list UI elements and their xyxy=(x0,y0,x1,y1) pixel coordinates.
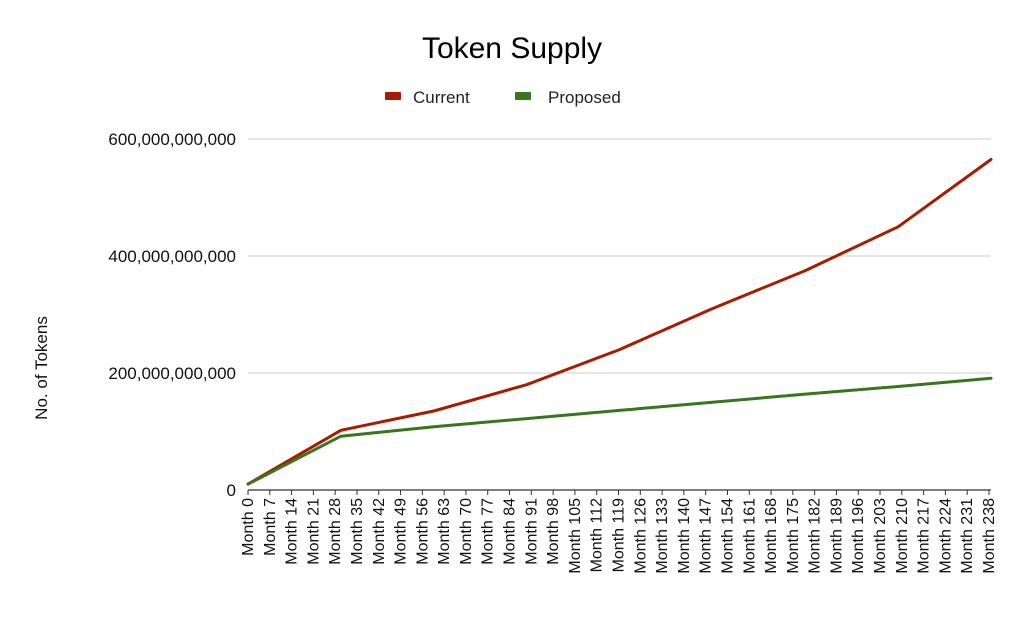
x-tick-label: Month 217 xyxy=(916,498,933,574)
x-tick-label: Month 168 xyxy=(763,498,780,574)
legend-swatch-proposed xyxy=(515,92,531,100)
x-tick-label: Month 182 xyxy=(807,498,824,574)
legend-swatch-current xyxy=(385,92,401,100)
x-tick-label: Month 105 xyxy=(567,498,584,574)
y-tick-label: 600,000,000,000 xyxy=(108,130,236,149)
x-tick-label: Month 238 xyxy=(981,498,998,574)
x-tick-label: Month 224 xyxy=(937,498,954,574)
x-tick-label: Month 7 xyxy=(262,498,279,556)
y-axis-label: No. of Tokens xyxy=(32,316,51,420)
y-axis-ticks: 0 200,000,000,000 400,000,000,000 600,000,0… xyxy=(108,130,236,500)
x-tick-label: Month 56 xyxy=(414,498,431,565)
x-tick-label: Month 77 xyxy=(480,498,497,565)
x-tick-label: Month 35 xyxy=(349,498,366,565)
x-tick-label: Month 63 xyxy=(436,498,453,565)
x-tick-label: Month 161 xyxy=(741,498,758,574)
legend: Current Proposed xyxy=(385,88,621,107)
series-lines xyxy=(246,158,993,486)
y-tick-label: 400,000,000,000 xyxy=(108,247,236,266)
x-tick-label: Month 98 xyxy=(545,498,562,565)
y-tick-label: 0 xyxy=(227,481,236,500)
x-tick-label: Month 140 xyxy=(676,498,693,574)
x-tick-label: Month 28 xyxy=(327,498,344,565)
x-tick-label: Month 175 xyxy=(785,498,802,574)
x-tick-label: Month 70 xyxy=(458,498,475,565)
x-tick-label: Month 154 xyxy=(719,498,736,574)
x-tick-label: Month 231 xyxy=(959,498,976,574)
legend-label-current: Current xyxy=(413,88,470,107)
y-tick-label: 200,000,000,000 xyxy=(108,364,236,383)
x-tick-label: Month 126 xyxy=(632,498,649,574)
x-tick-label: Month 42 xyxy=(371,498,388,565)
x-tick-label: Month 119 xyxy=(611,498,628,573)
x-tick-label: Month 49 xyxy=(393,498,410,565)
x-tick-label: Month 0 xyxy=(240,498,257,556)
x-tick-label: Month 84 xyxy=(502,498,519,565)
x-tick-label: Month 112 xyxy=(589,498,606,573)
x-tick-label: Month 133 xyxy=(654,498,671,574)
chart-title: Token Supply xyxy=(422,32,602,65)
legend-label-proposed: Proposed xyxy=(548,88,621,107)
x-tick-label: Month 14 xyxy=(284,498,301,565)
series-line-proposed xyxy=(246,376,993,486)
x-axis: Month 0 Month 7 Month 14 Month 21 Month 28 Mo… xyxy=(240,489,998,574)
gridlines xyxy=(248,138,991,374)
x-tick-label: Month 189 xyxy=(828,498,845,574)
x-tick-label: Month 210 xyxy=(894,498,911,574)
series-line-current xyxy=(246,158,993,486)
x-tick-label: Month 203 xyxy=(872,498,889,574)
x-tick-label: Month 196 xyxy=(850,498,867,574)
x-tick-label: Month 91 xyxy=(523,498,540,565)
x-tick-label: Month 21 xyxy=(305,498,322,565)
x-tick-label: Month 147 xyxy=(698,498,715,574)
